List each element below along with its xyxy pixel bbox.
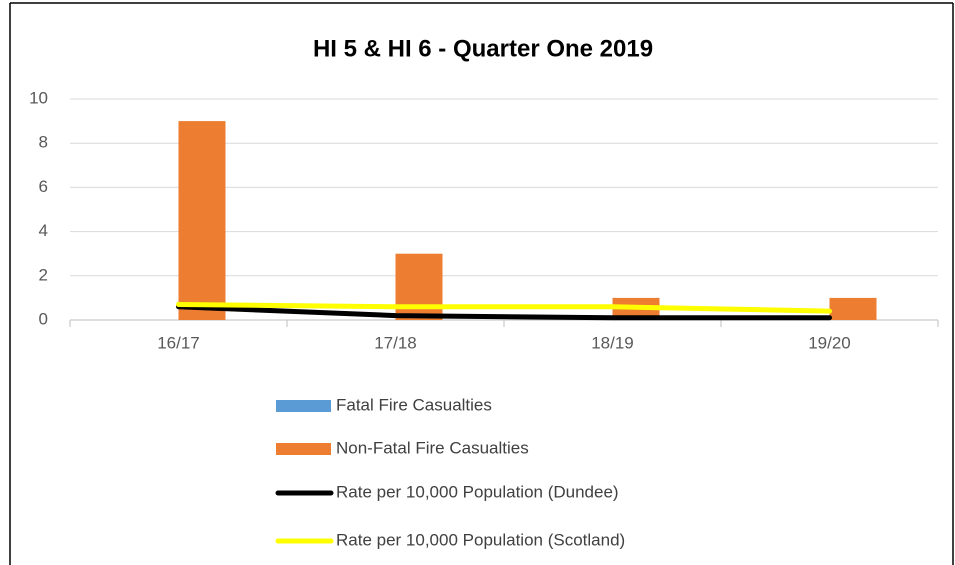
y-tick-label: 4 <box>39 221 48 240</box>
x-tick-label: 16/17 <box>157 333 200 352</box>
legend-swatch <box>276 443 331 455</box>
chart-title: HI 5 & HI 6 - Quarter One 2019 <box>313 35 653 62</box>
x-tick-label: 18/19 <box>591 333 634 352</box>
x-tick-label: 17/18 <box>374 333 417 352</box>
bar <box>395 253 443 320</box>
line-series <box>176 304 832 321</box>
x-tick-label: 19/20 <box>808 333 851 352</box>
legend-label: Rate per 10,000 Population (Dundee) <box>336 482 619 501</box>
bar <box>178 121 226 320</box>
line-series <box>176 302 832 314</box>
legend-swatch <box>276 400 331 412</box>
y-tick-label: 8 <box>39 133 48 152</box>
legend-label: Fatal Fire Casualties <box>336 395 492 414</box>
y-tick-label: 6 <box>39 177 48 196</box>
legend-label: Rate per 10,000 Population (Scotland) <box>336 530 625 549</box>
bar <box>829 297 877 320</box>
legend-label: Non-Fatal Fire Casualties <box>336 438 529 457</box>
y-tick-label: 2 <box>39 265 48 284</box>
y-tick-label: 0 <box>39 309 48 328</box>
y-tick-label: 10 <box>29 88 48 107</box>
